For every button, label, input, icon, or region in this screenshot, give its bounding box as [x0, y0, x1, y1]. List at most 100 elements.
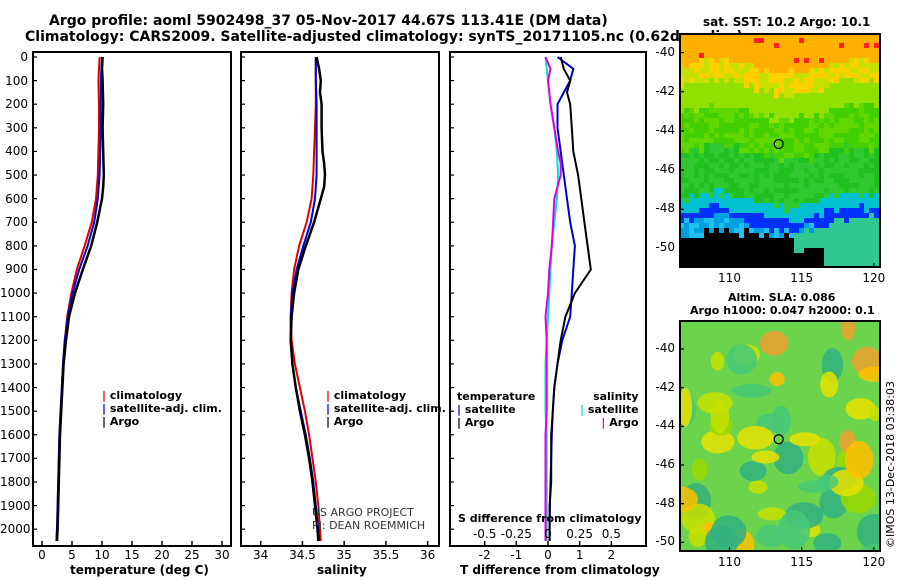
sst-cell: [829, 193, 834, 198]
sst-cell: [829, 98, 834, 103]
sst-cell: [709, 58, 714, 63]
sst-cell: [734, 198, 739, 203]
legend-argo: | Argo: [601, 416, 639, 429]
sst-cell: [799, 228, 804, 233]
sst-cell: [794, 33, 799, 38]
sst-cell: [694, 108, 699, 113]
sst-cell: [859, 258, 864, 263]
sst-cell: [859, 243, 864, 248]
sst-cell: [694, 148, 699, 153]
sst-cell: [769, 183, 774, 188]
sst-cell: [819, 128, 824, 133]
sst-cell: [714, 213, 719, 218]
sst-cell: [779, 243, 784, 248]
sst-cell: [794, 153, 799, 158]
depth-tick-label: 1700: [0, 451, 31, 466]
sst-cell: [769, 193, 774, 198]
sst-cell: [784, 248, 789, 253]
sst-cell: [709, 188, 714, 193]
sst-cell: [679, 123, 684, 128]
sst-cell: [749, 168, 754, 173]
sst-cell: [869, 168, 874, 173]
sst-cell: [709, 193, 714, 198]
sst-cell: [849, 158, 854, 163]
sst-cell: [714, 188, 719, 193]
sst-cell: [704, 73, 709, 78]
sst-cell: [804, 218, 809, 223]
sst-cell: [704, 213, 709, 218]
sst-cell: [844, 168, 849, 173]
sst-cell: [819, 83, 824, 88]
sst-cell: [829, 213, 834, 218]
sst-cell: [734, 228, 739, 233]
sst-cell: [809, 138, 814, 143]
sst-cell: [854, 33, 859, 38]
sst-cell: [844, 248, 849, 253]
sst-cell: [864, 263, 869, 268]
sst-cell: [829, 168, 834, 173]
sst-cell: [699, 118, 704, 123]
sst-cell: [799, 53, 804, 58]
sst-cell: [709, 223, 714, 228]
sst-cell: [874, 123, 879, 128]
sst-cell: [764, 113, 769, 118]
sst-cell: [719, 83, 724, 88]
sst-cell: [734, 208, 739, 213]
sst-cell: [779, 193, 784, 198]
sst-cell: [769, 148, 774, 153]
sst-cell: [744, 98, 749, 103]
sst-cell: [684, 53, 689, 58]
sst-cell: [729, 178, 734, 183]
series-line-satellite-adj-clim-: [55, 56, 103, 542]
sst-cell: [854, 218, 859, 223]
sst-cell: [699, 193, 704, 198]
sst-cell: [769, 143, 774, 148]
sst-cell: [709, 68, 714, 73]
sst-cell: [864, 223, 869, 228]
sst-cell: [859, 183, 864, 188]
sst-cell: [794, 38, 799, 43]
sst-cell: [869, 228, 874, 233]
sst-cell: [809, 128, 814, 133]
sst-cell: [699, 178, 704, 183]
sst-cell: [714, 138, 719, 143]
sst-cell: [729, 93, 734, 98]
sst-cell: [774, 98, 779, 103]
sst-cell: [784, 138, 789, 143]
sst-cell: [689, 108, 694, 113]
sst-cell: [829, 73, 834, 78]
sst-cell: [754, 263, 759, 268]
sst-cell: [849, 168, 854, 173]
sst-cell: [729, 188, 734, 193]
legend-climatology: | climatology: [102, 389, 183, 402]
sst-cell: [834, 248, 839, 253]
sst-cell: [854, 68, 859, 73]
sst-cell: [749, 113, 754, 118]
sst-cell: [744, 43, 749, 48]
sst-cell: [794, 138, 799, 143]
sst-cell: [789, 263, 794, 268]
sst-cell: [784, 173, 789, 178]
sst-cell: [754, 103, 759, 108]
depth-tick-label: 1000: [0, 286, 31, 301]
sst-map: [679, 33, 881, 268]
sst-cell: [794, 48, 799, 53]
sst-cell: [694, 248, 699, 253]
sst-cell: [684, 178, 689, 183]
sst-cell: [874, 118, 879, 123]
sst-cell: [779, 88, 784, 93]
sst-cell: [709, 123, 714, 128]
sst-cell: [739, 238, 744, 243]
sst-cell: [864, 58, 869, 63]
sst-cell: [789, 38, 794, 43]
sst-cell: [764, 263, 769, 268]
sst-cell: [724, 118, 729, 123]
sst-cell: [864, 198, 869, 203]
sst-cell: [794, 88, 799, 93]
sst-cell: [794, 93, 799, 98]
series-line-t-argo: [548, 56, 592, 541]
sst-cell: [769, 243, 774, 248]
sst-cell: [789, 238, 794, 243]
map-y-tick-label: -48: [655, 495, 675, 510]
sst-cell: [849, 198, 854, 203]
